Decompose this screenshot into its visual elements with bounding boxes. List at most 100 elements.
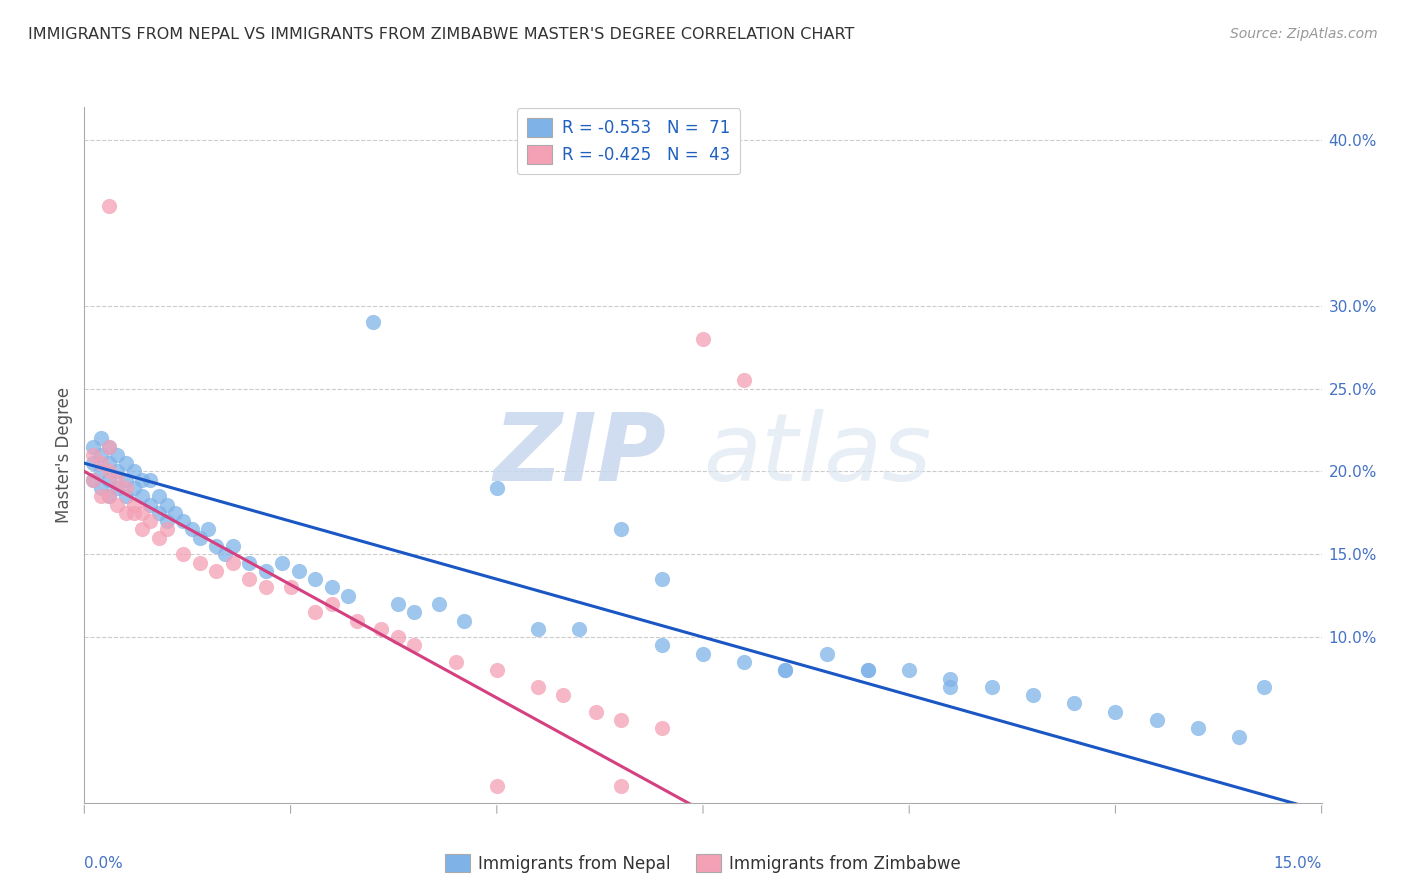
Point (98, 489, 121, 503)
Point (444, 655, 467, 669)
Point (254, 564, 277, 578)
Point (105, 498, 128, 512)
Point (98, 456, 121, 470)
Point (1104, 705, 1126, 719)
Point (90, 489, 112, 503)
Point (485, 663, 508, 677)
Point (980, 680, 1002, 694)
Point (288, 564, 311, 578)
Point (90, 456, 112, 470)
Point (98, 465, 121, 479)
Point (82, 456, 104, 470)
Point (148, 489, 170, 503)
Legend: Immigrants from Nepal, Immigrants from Zimbabwe: Immigrants from Nepal, Immigrants from Z… (439, 847, 967, 880)
Point (1253, 680, 1275, 694)
Point (551, 688, 574, 702)
Point (651, 572, 673, 586)
Point (90, 465, 112, 479)
Point (131, 506, 153, 520)
Point (205, 539, 228, 553)
Point (98, 489, 121, 503)
Point (172, 514, 194, 528)
Point (1187, 721, 1209, 735)
Point (856, 663, 879, 677)
Point (775, 663, 797, 677)
Point (105, 448, 128, 462)
Point (1063, 697, 1085, 711)
Point (651, 639, 673, 653)
Point (98, 440, 121, 454)
Point (815, 647, 838, 661)
Point (485, 481, 508, 495)
Point (585, 705, 607, 719)
Point (404, 639, 426, 653)
Point (188, 556, 211, 570)
Point (254, 581, 277, 595)
Point (165, 506, 187, 520)
Point (197, 523, 219, 537)
Point (304, 605, 326, 619)
Y-axis label: Master's Degree: Master's Degree (55, 387, 73, 523)
Point (98, 199, 121, 213)
Point (404, 605, 426, 619)
Point (180, 523, 202, 537)
Point (238, 572, 260, 586)
Point (156, 514, 179, 528)
Text: Source: ZipAtlas.com: Source: ZipAtlas.com (1230, 27, 1378, 41)
Point (609, 779, 631, 793)
Point (304, 572, 326, 586)
Point (280, 581, 302, 595)
Point (114, 456, 136, 470)
Point (90, 448, 112, 462)
Point (453, 614, 475, 628)
Point (82, 473, 104, 487)
Legend: R = -0.553   N =  71, R = -0.425   N =  43: R = -0.553 N = 71, R = -0.425 N = 43 (517, 109, 741, 174)
Point (939, 680, 962, 694)
Point (214, 547, 236, 561)
Point (156, 498, 179, 512)
Point (139, 498, 162, 512)
Point (82, 440, 104, 454)
Point (337, 589, 360, 603)
Point (651, 721, 673, 735)
Point (321, 597, 343, 611)
Point (114, 481, 136, 495)
Point (222, 539, 245, 553)
Point (485, 779, 508, 793)
Point (131, 523, 153, 537)
Point (222, 556, 245, 570)
Text: 0.0%: 0.0% (84, 855, 124, 871)
Point (148, 506, 170, 520)
Point (856, 663, 879, 677)
Point (139, 514, 162, 528)
Point (82, 473, 104, 487)
Point (692, 647, 714, 661)
Text: 15.0%: 15.0% (1274, 855, 1322, 871)
Point (527, 622, 550, 636)
Point (114, 489, 136, 503)
Point (527, 680, 550, 694)
Point (188, 531, 211, 545)
Point (1146, 713, 1168, 727)
Point (370, 622, 392, 636)
Point (775, 663, 797, 677)
Point (148, 531, 170, 545)
Point (90, 431, 112, 445)
Point (90, 481, 112, 495)
Point (98, 473, 121, 487)
Point (609, 523, 631, 537)
Point (361, 315, 384, 329)
Point (427, 597, 450, 611)
Point (131, 473, 153, 487)
Point (172, 547, 194, 561)
Point (609, 713, 631, 727)
Text: ZIP: ZIP (494, 409, 666, 501)
Point (122, 498, 145, 512)
Point (898, 663, 921, 677)
Point (733, 655, 755, 669)
Point (105, 473, 128, 487)
Point (939, 672, 962, 686)
Point (82, 448, 104, 462)
Point (568, 622, 591, 636)
Point (122, 481, 145, 495)
